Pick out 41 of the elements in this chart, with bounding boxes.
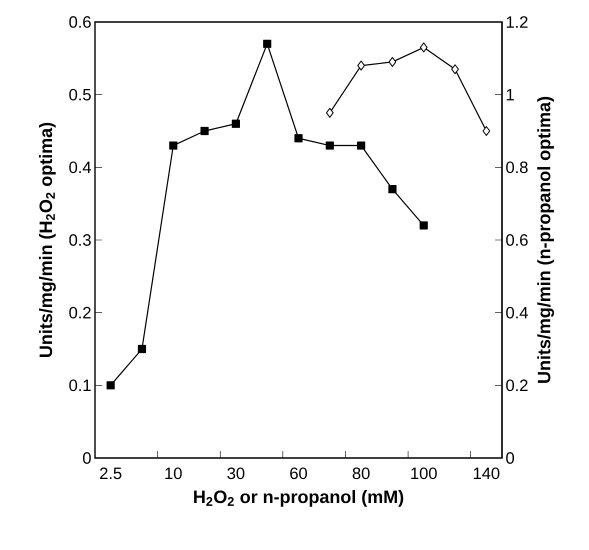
point [420,42,428,52]
point [169,141,178,150]
x-tick-label: 140 [474,468,500,480]
point [138,344,146,354]
x-tick-label: 80 [352,468,370,480]
y2-tick-label: 0 [506,452,514,464]
point [326,108,334,118]
y2-axis-title: Units/mg/min (n-propanol optima) [537,96,554,383]
x-tick-label: 2.5 [100,468,122,480]
x-tick-label: 60 [290,468,307,480]
y-tick-label: 0.4 [69,162,91,174]
y2-tick-label: 0.6 [506,234,528,246]
point [294,134,303,142]
y2-tick-label: 0.4 [506,306,528,318]
x-tick-label: 10 [165,468,182,480]
y-axis-title: Units/mg/min (H$_{2}$O$_{2}$ optima) [38,122,56,357]
y2-tick-label: 0.8 [506,162,528,174]
x-tick-label: 30 [227,468,244,480]
x-axis-title: H$_{2}$O$_{2}$ or n-propanol (mM) [194,490,404,507]
point [326,141,334,150]
y-tick-label: 0.6 [69,16,91,28]
point [388,185,397,194]
y2-tick-label: 1.2 [506,16,528,28]
point [357,141,366,150]
y-tick-label: 0 [82,452,91,464]
point [200,126,209,136]
point [451,64,459,74]
point [357,60,365,71]
point [388,56,396,67]
point [106,381,115,390]
y-tick-label: 0.1 [69,380,91,392]
y2-tick-label: 1 [506,89,514,100]
point [420,221,428,230]
y-tick-label: 0.2 [69,306,91,318]
x-tick-label: 100 [411,468,437,480]
y-tick-label: 0.3 [69,234,91,246]
y2-tick-label: 0.2 [506,380,528,392]
y-tick-label: 0.5 [69,88,91,100]
point [232,120,240,128]
point [482,126,490,136]
point [263,40,272,48]
